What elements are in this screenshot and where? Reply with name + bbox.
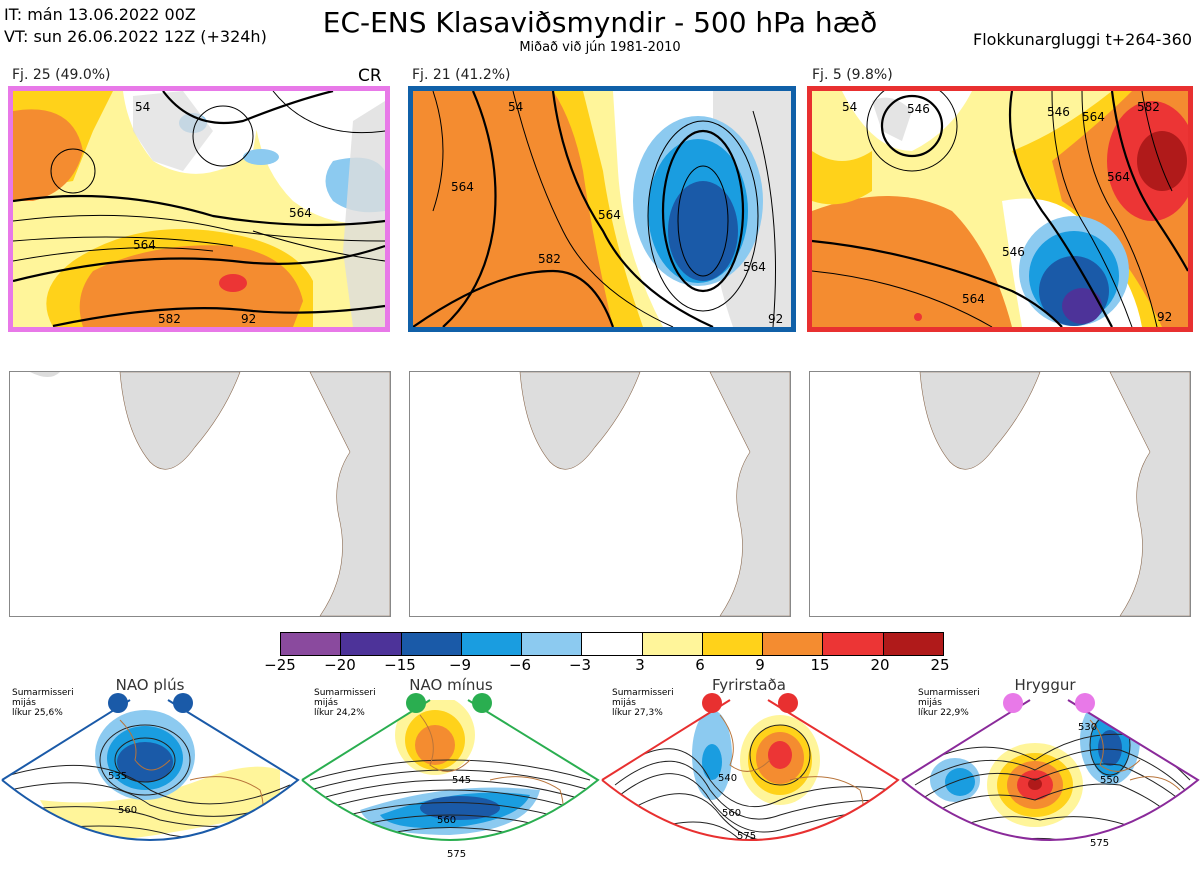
colorbar-tick: 25 xyxy=(930,656,950,674)
cluster-2-contour-label: 564 xyxy=(451,180,474,194)
empty-map-2 xyxy=(409,371,791,617)
colorbar-tick: −15 xyxy=(384,656,416,674)
cluster-2-contour-label: 54 xyxy=(508,100,523,114)
colorbar-segment xyxy=(281,633,342,655)
colorbar-tick: 9 xyxy=(755,656,765,674)
empty-map-1 xyxy=(9,371,391,617)
cluster-2-contour-label: 564 xyxy=(743,260,766,274)
regime-4-dot-right xyxy=(1075,693,1095,713)
cluster-3-contour-label: 564 xyxy=(1082,110,1105,124)
regime-1-dot-left xyxy=(108,693,128,713)
regime-4-meta: Sumarmisseri mijás líkur 22,9% xyxy=(918,688,980,718)
cluster-3-label: Fj. 5 (9.8%) xyxy=(812,67,893,83)
regime-3-title: Fyrirstaða xyxy=(712,676,786,694)
cluster-2-contour-label: 92 xyxy=(768,312,783,326)
colorbar-tick: 20 xyxy=(870,656,890,674)
page-subtitle: Miðað við jún 1981-2010 xyxy=(519,40,681,55)
colorbar-tick: 3 xyxy=(635,656,645,674)
cluster-3-map: 546 546 546 564 564 564 582 92 54 xyxy=(807,86,1193,332)
colorbar-segment xyxy=(702,633,764,655)
cluster-2-contour-label: 582 xyxy=(538,252,561,266)
regime-3-dot-right xyxy=(778,693,798,713)
cluster-3-contour-label: 92 xyxy=(1157,310,1172,324)
regime-4-contour-label: 550 xyxy=(1100,775,1119,786)
regime-2-meta: Sumarmisseri mijás líkur 24,2% xyxy=(314,688,376,718)
cluster-3-contour-label: 582 xyxy=(1137,100,1160,114)
cluster-1-contour-label: 92 xyxy=(241,312,256,326)
cluster-3-contour-label: 564 xyxy=(1107,170,1130,184)
regime-3-contour-label: 540 xyxy=(718,773,737,784)
cluster-1-map: 564 564 582 54 92 xyxy=(8,86,390,332)
regime-2-dot-left xyxy=(406,693,426,713)
classification-window: Flokkunargluggi t+264-360 xyxy=(973,30,1192,49)
colorbar-segment xyxy=(883,633,943,655)
regime-4-dot-left xyxy=(1003,693,1023,713)
colorbar xyxy=(280,632,944,656)
regime-3-meta: Sumarmisseri mijás líkur 27,3% xyxy=(612,688,674,718)
regime-3-dot-left xyxy=(702,693,722,713)
regime-2-contour-label: 545 xyxy=(452,775,471,786)
cluster-1-regime: CR xyxy=(358,66,382,86)
regime-1-meta: Sumarmisseri mijás líkur 25,6% xyxy=(12,688,74,718)
colorbar-segment xyxy=(341,633,402,655)
regime-2-dot-right xyxy=(472,693,492,713)
colorbar-tick: −20 xyxy=(324,656,356,674)
cluster-3-contour-label: 546 xyxy=(1047,105,1070,119)
cluster-1-contour-label: 564 xyxy=(133,238,156,252)
cluster-3-contour-label: 54 xyxy=(842,100,857,114)
regime-2-contour-label: 575 xyxy=(447,849,466,860)
cluster-2-label: Fj. 21 (41.2%) xyxy=(412,67,511,83)
regime-2-title: NAO mínus xyxy=(409,676,493,694)
regime-2-contour-label: 560 xyxy=(437,815,456,826)
cluster-3-contour-label: 546 xyxy=(907,102,930,116)
colorbar-segment xyxy=(522,633,583,655)
colorbar-segment xyxy=(461,633,523,655)
colorbar-tick: −3 xyxy=(568,656,592,674)
regime-4-title: Hryggur xyxy=(1014,676,1076,694)
colorbar-segment xyxy=(823,633,884,655)
page-title: EC-ENS Klasaviðsmyndir - 500 hPa hæð xyxy=(322,6,878,39)
header-times: IT: mán 13.06.2022 00Z VT: sun 26.06.202… xyxy=(4,4,267,48)
regime-1-contour-label: 535 xyxy=(108,771,127,782)
regime-3-contour-label: 560 xyxy=(722,808,741,819)
regime-1-dot-right xyxy=(173,693,193,713)
cluster-2-map: 564 564 582 564 54 92 xyxy=(408,86,796,332)
cluster-3-contour-label: 546 xyxy=(1002,245,1025,259)
colorbar-segment xyxy=(642,633,703,655)
colorbar-tick: −9 xyxy=(448,656,472,674)
cluster-1-contour-label: 564 xyxy=(289,206,312,220)
colorbar-segment xyxy=(763,633,824,655)
colorbar-tick: 6 xyxy=(695,656,705,674)
regime-1-contour-label: 560 xyxy=(118,805,137,816)
cluster-1-contour-label: 54 xyxy=(135,100,150,114)
empty-map-3 xyxy=(809,371,1191,617)
colorbar-tick: 15 xyxy=(810,656,830,674)
regime-4-contour-label: 575 xyxy=(1090,838,1109,849)
colorbar-segment xyxy=(401,633,462,655)
cluster-2-contour-label: 564 xyxy=(598,208,621,222)
cluster-1-contour-label: 582 xyxy=(158,312,181,326)
regime-2-map: 545 560 575 xyxy=(300,690,600,871)
valid-time: VT: sun 26.06.2022 12Z (+324h) xyxy=(4,27,267,46)
regime-4-contour-label: 530 xyxy=(1078,722,1097,733)
regime-1-title: NAO plús xyxy=(115,676,185,694)
colorbar-segment xyxy=(582,633,643,655)
colorbar-tick: −25 xyxy=(264,656,296,674)
regime-4-map: 530 550 575 xyxy=(900,690,1200,871)
regime-3-contour-label: 575 xyxy=(737,831,756,842)
colorbar-tick: −6 xyxy=(508,656,532,674)
regime-3-map: 540 560 575 xyxy=(600,690,900,871)
initial-time: IT: mán 13.06.2022 00Z xyxy=(4,5,196,24)
cluster-1-label: Fj. 25 (49.0%) xyxy=(12,67,111,83)
regime-1-map: 535 560 xyxy=(0,690,300,871)
cluster-3-contour-label: 564 xyxy=(962,292,985,306)
